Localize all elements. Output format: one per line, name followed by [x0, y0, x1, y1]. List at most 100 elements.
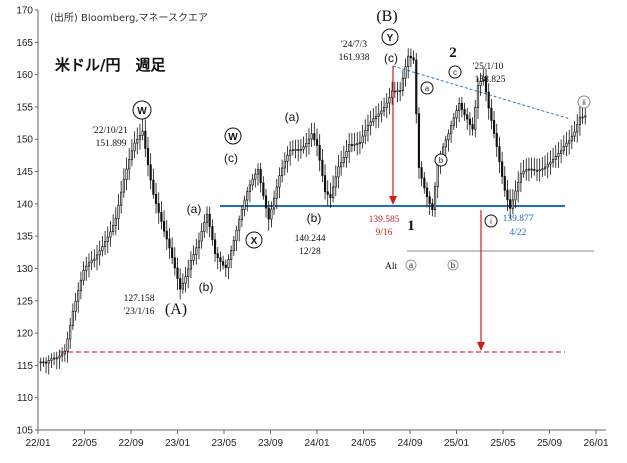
candle-body	[468, 118, 472, 125]
candle-body	[251, 178, 254, 186]
candle	[109, 220, 112, 247]
candle-body	[235, 229, 238, 241]
x-tick-24-05: 24/05	[351, 438, 376, 449]
candle-body	[256, 168, 260, 175]
candle-body	[385, 102, 388, 108]
candle	[369, 110, 372, 136]
candle	[39, 357, 42, 372]
candle-body	[55, 357, 58, 360]
candle	[554, 144, 557, 168]
candle-body	[332, 186, 335, 199]
y-tick-170: 170	[16, 6, 33, 17]
candle-body	[254, 173, 257, 180]
candle-body	[560, 150, 563, 154]
candle	[130, 139, 133, 167]
ann-240916-date: 9/16	[376, 228, 393, 238]
x-tick-24-09: 24/09	[397, 438, 422, 449]
candle-body	[160, 212, 163, 222]
candle	[259, 163, 262, 193]
candle	[256, 163, 260, 186]
candle-body	[570, 135, 573, 142]
candle-body	[203, 221, 206, 232]
candle	[291, 140, 294, 156]
candle	[396, 81, 399, 103]
wave-2-label: 2	[449, 45, 457, 61]
candle-body	[511, 199, 514, 209]
candle	[382, 97, 386, 117]
candle-body	[230, 250, 233, 260]
candle	[240, 205, 243, 227]
wave-Y: Y	[381, 28, 399, 46]
candle-body	[377, 113, 380, 117]
candle	[85, 256, 88, 281]
candle	[578, 106, 581, 136]
candle	[560, 139, 563, 163]
candle	[404, 58, 407, 87]
ann-250110-date: '25/1/10	[473, 62, 504, 72]
svg-text:b: b	[439, 156, 444, 165]
candle-body	[297, 149, 300, 151]
candle	[393, 81, 396, 99]
x-tick-23-05: 23/05	[211, 438, 236, 449]
svg-text:a: a	[425, 84, 430, 93]
candle-body	[482, 76, 485, 82]
candle-body	[433, 186, 437, 211]
svg-text:W: W	[228, 132, 238, 143]
candle-body	[431, 203, 434, 211]
y-tick-105: 105	[16, 426, 33, 437]
candle	[95, 244, 99, 271]
candle	[385, 93, 388, 119]
candle-body	[149, 164, 152, 181]
alt-b-circled: b	[447, 259, 459, 271]
candle	[197, 232, 201, 260]
candle-body	[168, 238, 171, 249]
candle-body	[514, 190, 517, 201]
candle-body	[74, 300, 77, 312]
candle-body	[267, 207, 270, 220]
candle	[509, 189, 512, 220]
candle	[103, 230, 107, 255]
candle	[106, 226, 109, 254]
x-tick-23-09: 23/09	[258, 438, 283, 449]
candle	[498, 136, 501, 174]
candle	[117, 193, 120, 230]
x-tick-25-05: 25/05	[490, 438, 515, 449]
candle-body	[112, 225, 115, 233]
candle-body	[535, 169, 539, 172]
candle	[452, 112, 455, 130]
candle-body	[562, 146, 565, 152]
svg-text:b: b	[451, 261, 456, 270]
candle-body	[380, 110, 383, 115]
candle	[562, 135, 565, 155]
candle-body	[95, 254, 99, 260]
candle-body	[120, 191, 123, 206]
candle-body	[53, 357, 56, 360]
candle-body	[69, 325, 72, 340]
candle	[165, 220, 168, 250]
ann-240916-value: 139.585	[369, 215, 400, 225]
y-tick-135: 135	[16, 232, 33, 243]
candle-body	[205, 213, 209, 223]
candle-body	[409, 55, 412, 59]
candle	[399, 81, 402, 102]
candle-body	[219, 257, 222, 263]
candle	[71, 303, 74, 330]
x-tick-25-01: 25/01	[444, 438, 469, 449]
candle	[487, 83, 490, 120]
candle	[179, 268, 182, 300]
candle	[358, 131, 362, 155]
candle	[570, 125, 573, 150]
candle	[69, 317, 72, 349]
candle-body	[388, 97, 391, 104]
y-tick-140: 140	[16, 199, 33, 210]
candle	[522, 159, 525, 178]
candle-body	[157, 203, 160, 213]
candle-body	[176, 267, 179, 279]
candle	[181, 273, 184, 294]
alt-label: Alt	[385, 262, 398, 272]
wave-B-label: (B)	[376, 8, 397, 25]
candle-body	[200, 230, 203, 242]
candle	[289, 141, 292, 166]
candle	[278, 167, 281, 199]
candle	[356, 131, 359, 156]
